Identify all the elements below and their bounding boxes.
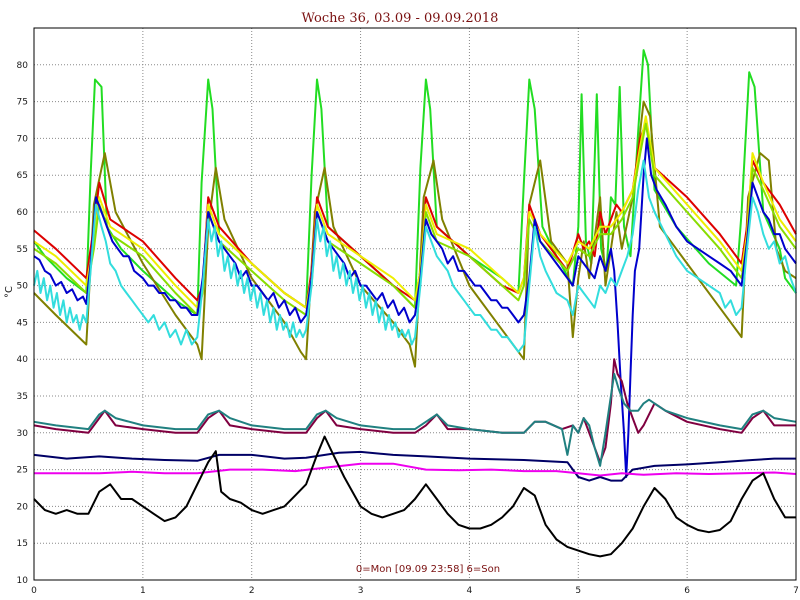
y-tick-label: 75 <box>17 98 28 108</box>
x-tick-label: 0 <box>31 586 37 596</box>
series-line-11 <box>34 462 797 477</box>
x-tick-label: 5 <box>575 586 581 596</box>
y-axis-label: °C <box>4 286 15 298</box>
x-tick-label: 2 <box>249 586 255 596</box>
series-line-5 <box>33 122 797 316</box>
y-tick-label: 20 <box>17 502 29 512</box>
y-tick-label: 45 <box>17 318 28 328</box>
y-tick-label: 80 <box>17 61 29 71</box>
plot-frame <box>33 27 797 581</box>
y-tick-label: 10 <box>17 576 29 586</box>
y-tick-labels: 10 15 20 25 30 35 40 45 50 55 60 65 70 75 80 <box>17 61 29 586</box>
series-line-6 <box>33 137 797 478</box>
chart-title: Woche 36, 03.09 - 09.09.2018 <box>302 11 499 26</box>
x-tick-label: 1 <box>140 586 146 596</box>
y-tick-label: 40 <box>17 355 29 365</box>
y-tick-label: 50 <box>17 282 29 292</box>
y-tick-label: 70 <box>17 134 29 144</box>
series-line-2 <box>33 100 797 368</box>
series-line-7 <box>33 159 797 353</box>
series-line-10 <box>33 450 796 482</box>
y-tick-label: 25 <box>17 466 28 476</box>
y-tick-label: 35 <box>17 392 28 402</box>
x-tick-label: 7 <box>793 586 799 596</box>
series-line-9 <box>33 372 797 467</box>
series-line-1 <box>33 49 797 316</box>
chart-footer: 0=Mon [09.09 23:58] 6=Son <box>356 564 500 575</box>
series-line-4 <box>33 115 797 309</box>
y-tick-label: 65 <box>17 171 28 181</box>
y-tick-label: 30 <box>17 429 29 439</box>
series-line-12 <box>33 435 796 558</box>
x-tick-label: 3 <box>358 586 364 596</box>
x-tick-label: 6 <box>684 586 690 596</box>
x-tick-label: 4 <box>467 586 473 596</box>
series-line-8 <box>33 358 796 464</box>
x-tick-labels: 0 1 2 3 4 5 6 7 <box>31 586 799 596</box>
series-lines <box>33 49 797 558</box>
y-tick-label: 55 <box>17 245 28 255</box>
y-tick-label: 60 <box>17 208 29 218</box>
y-tick-label: 15 <box>17 539 28 549</box>
series-line-3 <box>33 122 797 309</box>
